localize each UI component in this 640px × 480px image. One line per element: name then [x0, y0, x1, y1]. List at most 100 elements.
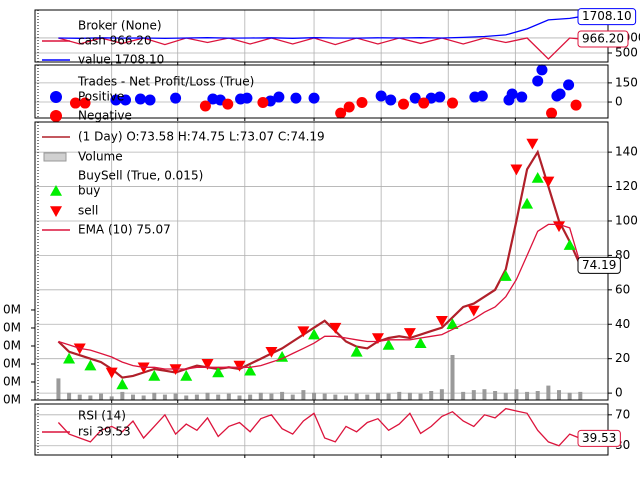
y2-tick-label: 0M — [3, 338, 21, 352]
marker — [446, 318, 459, 330]
marker — [414, 337, 427, 348]
volume-bar — [67, 392, 72, 400]
y2-tick-label: 0M — [3, 320, 21, 334]
marker — [308, 92, 320, 104]
marker — [50, 185, 62, 196]
y-tick-label: 40 — [615, 317, 630, 331]
marker — [398, 98, 410, 110]
volume-bar — [280, 391, 285, 400]
volume-bar — [152, 392, 157, 400]
volume-bar — [354, 393, 359, 400]
marker — [201, 359, 214, 370]
volume-bar — [258, 392, 263, 400]
legend-label: Volume — [78, 150, 123, 164]
y-tick-label: 0 — [615, 95, 623, 109]
volume-bar — [493, 390, 498, 400]
marker — [350, 345, 363, 357]
marker — [447, 97, 459, 109]
marker — [329, 322, 342, 334]
end-label: 966.20 — [582, 31, 624, 45]
y-tick-label: 70 — [615, 407, 630, 421]
marker — [385, 94, 397, 106]
marker — [542, 176, 555, 188]
legend-label: Trades - Net Profit/Loss (True) — [77, 75, 254, 89]
marker — [63, 352, 76, 364]
volume-bar — [386, 393, 391, 400]
marker — [148, 369, 161, 381]
marker — [105, 367, 118, 379]
volume-bar — [525, 391, 530, 400]
y-tick-label: 20 — [615, 351, 630, 365]
volume-bar — [322, 393, 327, 400]
volume-bar — [120, 391, 125, 400]
volume-bar — [546, 385, 551, 400]
volume-bar — [407, 392, 412, 400]
volume-bar — [535, 390, 540, 400]
volume-bar — [226, 393, 231, 400]
marker — [290, 92, 302, 104]
marker — [69, 97, 81, 109]
marker — [435, 316, 448, 327]
marker — [516, 91, 528, 103]
volume-bar — [173, 393, 178, 400]
marker — [84, 359, 97, 371]
marker — [273, 91, 285, 103]
volume-bar — [162, 394, 167, 400]
marker — [403, 328, 416, 339]
marker — [50, 206, 62, 217]
marker — [375, 90, 387, 102]
marker — [418, 97, 430, 109]
marker — [343, 101, 355, 113]
volume-bar — [514, 389, 519, 400]
marker — [570, 99, 582, 111]
volume-bar — [184, 395, 189, 400]
volume-bar — [248, 394, 253, 400]
y-tick-label: 100 — [615, 213, 638, 227]
legend-label: value 1708.10 — [78, 53, 164, 67]
legend-label: BuySell (True, 0.015) — [78, 169, 203, 183]
panel-frame — [34, 64, 609, 119]
y-tick-label: 0 — [615, 386, 623, 400]
marker — [50, 91, 62, 103]
legend-label: sell — [78, 204, 98, 218]
end-label-box — [577, 256, 621, 274]
y2-tick-label: 0M — [3, 302, 21, 316]
volume-bar — [461, 391, 466, 400]
volume-bar — [429, 390, 434, 400]
marker — [120, 94, 132, 106]
marker — [526, 138, 539, 150]
volume-bar — [109, 396, 114, 400]
end-label: 1708.10 — [582, 9, 632, 23]
marker — [241, 92, 253, 104]
volume-bar — [439, 389, 444, 400]
marker — [308, 328, 321, 340]
volume-bar — [99, 393, 104, 400]
volume-bar — [450, 354, 455, 400]
y2-tick-label: 0M — [3, 356, 21, 370]
legend-label: Broker (None) — [78, 19, 162, 33]
marker — [199, 100, 211, 112]
end-label: 39.53 — [582, 431, 616, 445]
marker — [170, 92, 182, 104]
end-label: 74.19 — [582, 258, 616, 272]
legend-label: EMA (10) 75.07 — [78, 223, 171, 237]
y2-tick-label: 0M — [3, 393, 21, 407]
marker — [79, 97, 91, 109]
end-label-box — [577, 30, 629, 48]
series-line — [58, 16, 581, 40]
marker — [212, 366, 225, 378]
volume-bar — [130, 394, 135, 400]
y-tick-label: 60 — [615, 282, 630, 296]
marker — [467, 305, 480, 317]
legend-label: RSI (14) — [78, 409, 126, 423]
marker — [554, 88, 566, 100]
y-tick-label: 140 — [615, 145, 638, 159]
panel-frame — [34, 403, 609, 456]
marker — [257, 97, 269, 109]
marker — [382, 338, 395, 350]
volume-bar — [301, 390, 306, 400]
marker — [476, 90, 488, 102]
marker — [180, 369, 193, 381]
volume-bar — [343, 395, 348, 400]
